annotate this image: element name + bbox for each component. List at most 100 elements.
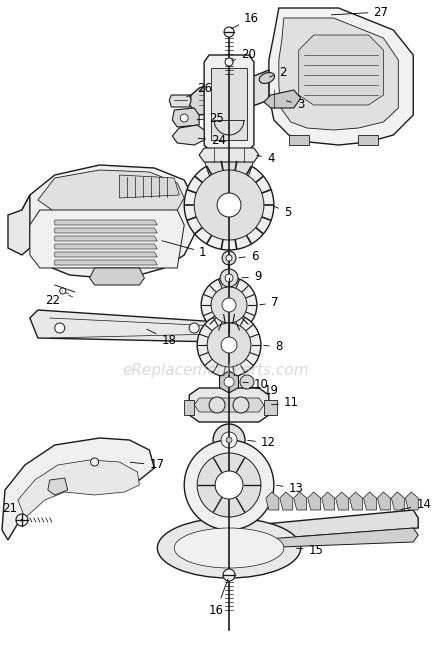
Polygon shape xyxy=(253,528,417,548)
Polygon shape xyxy=(2,438,154,540)
Text: 20: 20 xyxy=(231,49,255,61)
Polygon shape xyxy=(55,220,157,225)
Polygon shape xyxy=(18,460,139,518)
Text: 11: 11 xyxy=(271,397,298,410)
Text: 9: 9 xyxy=(241,270,261,283)
Polygon shape xyxy=(265,492,278,510)
Circle shape xyxy=(221,298,236,312)
Polygon shape xyxy=(363,492,375,510)
Circle shape xyxy=(220,337,237,353)
Text: 8: 8 xyxy=(263,340,282,353)
Text: 17: 17 xyxy=(130,459,164,472)
Text: 3: 3 xyxy=(286,98,303,111)
Text: 16: 16 xyxy=(209,578,227,617)
Polygon shape xyxy=(189,80,233,115)
Circle shape xyxy=(240,375,253,389)
Polygon shape xyxy=(55,236,157,241)
Text: 15: 15 xyxy=(296,543,323,556)
Polygon shape xyxy=(55,260,157,265)
Text: 2: 2 xyxy=(269,65,286,78)
Polygon shape xyxy=(288,135,308,145)
Polygon shape xyxy=(263,90,300,108)
Circle shape xyxy=(233,397,248,413)
Circle shape xyxy=(224,58,233,66)
Polygon shape xyxy=(219,371,238,393)
Text: 7: 7 xyxy=(259,296,278,309)
Polygon shape xyxy=(377,492,389,510)
Text: 6: 6 xyxy=(238,250,258,263)
Text: 10: 10 xyxy=(242,377,268,391)
Text: 16: 16 xyxy=(231,12,258,28)
Circle shape xyxy=(224,377,233,387)
Text: 21: 21 xyxy=(2,501,22,520)
Polygon shape xyxy=(298,35,382,105)
Polygon shape xyxy=(214,70,268,115)
Circle shape xyxy=(220,432,237,448)
Polygon shape xyxy=(55,252,157,257)
Text: 26: 26 xyxy=(186,82,212,97)
Polygon shape xyxy=(307,492,320,510)
Text: 5: 5 xyxy=(273,206,290,219)
Circle shape xyxy=(197,313,260,377)
Ellipse shape xyxy=(157,518,300,578)
Polygon shape xyxy=(55,228,157,233)
Circle shape xyxy=(16,514,28,526)
Polygon shape xyxy=(30,310,229,342)
Polygon shape xyxy=(30,210,184,268)
Text: 12: 12 xyxy=(247,437,275,450)
Polygon shape xyxy=(268,8,412,145)
Polygon shape xyxy=(278,18,398,130)
Polygon shape xyxy=(204,158,253,195)
Circle shape xyxy=(55,323,65,333)
Circle shape xyxy=(226,437,231,443)
Circle shape xyxy=(224,274,233,282)
Polygon shape xyxy=(335,492,348,510)
Circle shape xyxy=(197,453,260,517)
Circle shape xyxy=(189,323,199,333)
Polygon shape xyxy=(55,244,157,249)
Polygon shape xyxy=(172,125,204,145)
Circle shape xyxy=(207,323,250,367)
Circle shape xyxy=(217,193,240,217)
Circle shape xyxy=(209,397,224,413)
Polygon shape xyxy=(391,492,403,510)
Circle shape xyxy=(214,471,243,499)
Text: 14: 14 xyxy=(400,498,430,512)
Ellipse shape xyxy=(174,528,283,568)
Text: 1: 1 xyxy=(161,241,206,259)
Circle shape xyxy=(194,170,263,240)
Text: 24: 24 xyxy=(197,133,226,146)
Polygon shape xyxy=(194,398,263,412)
Circle shape xyxy=(184,440,273,530)
Text: eReplacementParts.com: eReplacementParts.com xyxy=(122,362,309,377)
Text: 25: 25 xyxy=(197,111,224,124)
Text: 13: 13 xyxy=(276,481,303,494)
Polygon shape xyxy=(199,148,258,162)
Polygon shape xyxy=(279,492,292,510)
Circle shape xyxy=(90,458,99,466)
Polygon shape xyxy=(404,492,417,510)
Polygon shape xyxy=(169,95,191,107)
Circle shape xyxy=(180,114,188,122)
Polygon shape xyxy=(189,388,268,422)
Text: 4: 4 xyxy=(256,151,274,164)
Text: 22: 22 xyxy=(45,291,62,307)
Circle shape xyxy=(184,160,273,250)
Polygon shape xyxy=(358,135,378,145)
Polygon shape xyxy=(184,400,194,415)
Circle shape xyxy=(213,424,244,456)
Polygon shape xyxy=(253,510,417,540)
Text: 27: 27 xyxy=(331,6,388,19)
Polygon shape xyxy=(48,478,68,495)
Circle shape xyxy=(224,27,233,37)
Polygon shape xyxy=(172,108,199,127)
Circle shape xyxy=(221,251,236,265)
Circle shape xyxy=(220,269,237,287)
Circle shape xyxy=(59,288,66,294)
Circle shape xyxy=(226,255,231,261)
Circle shape xyxy=(201,277,256,333)
Circle shape xyxy=(210,287,247,323)
Text: 19: 19 xyxy=(249,384,278,397)
Polygon shape xyxy=(89,268,144,285)
Polygon shape xyxy=(349,492,362,510)
